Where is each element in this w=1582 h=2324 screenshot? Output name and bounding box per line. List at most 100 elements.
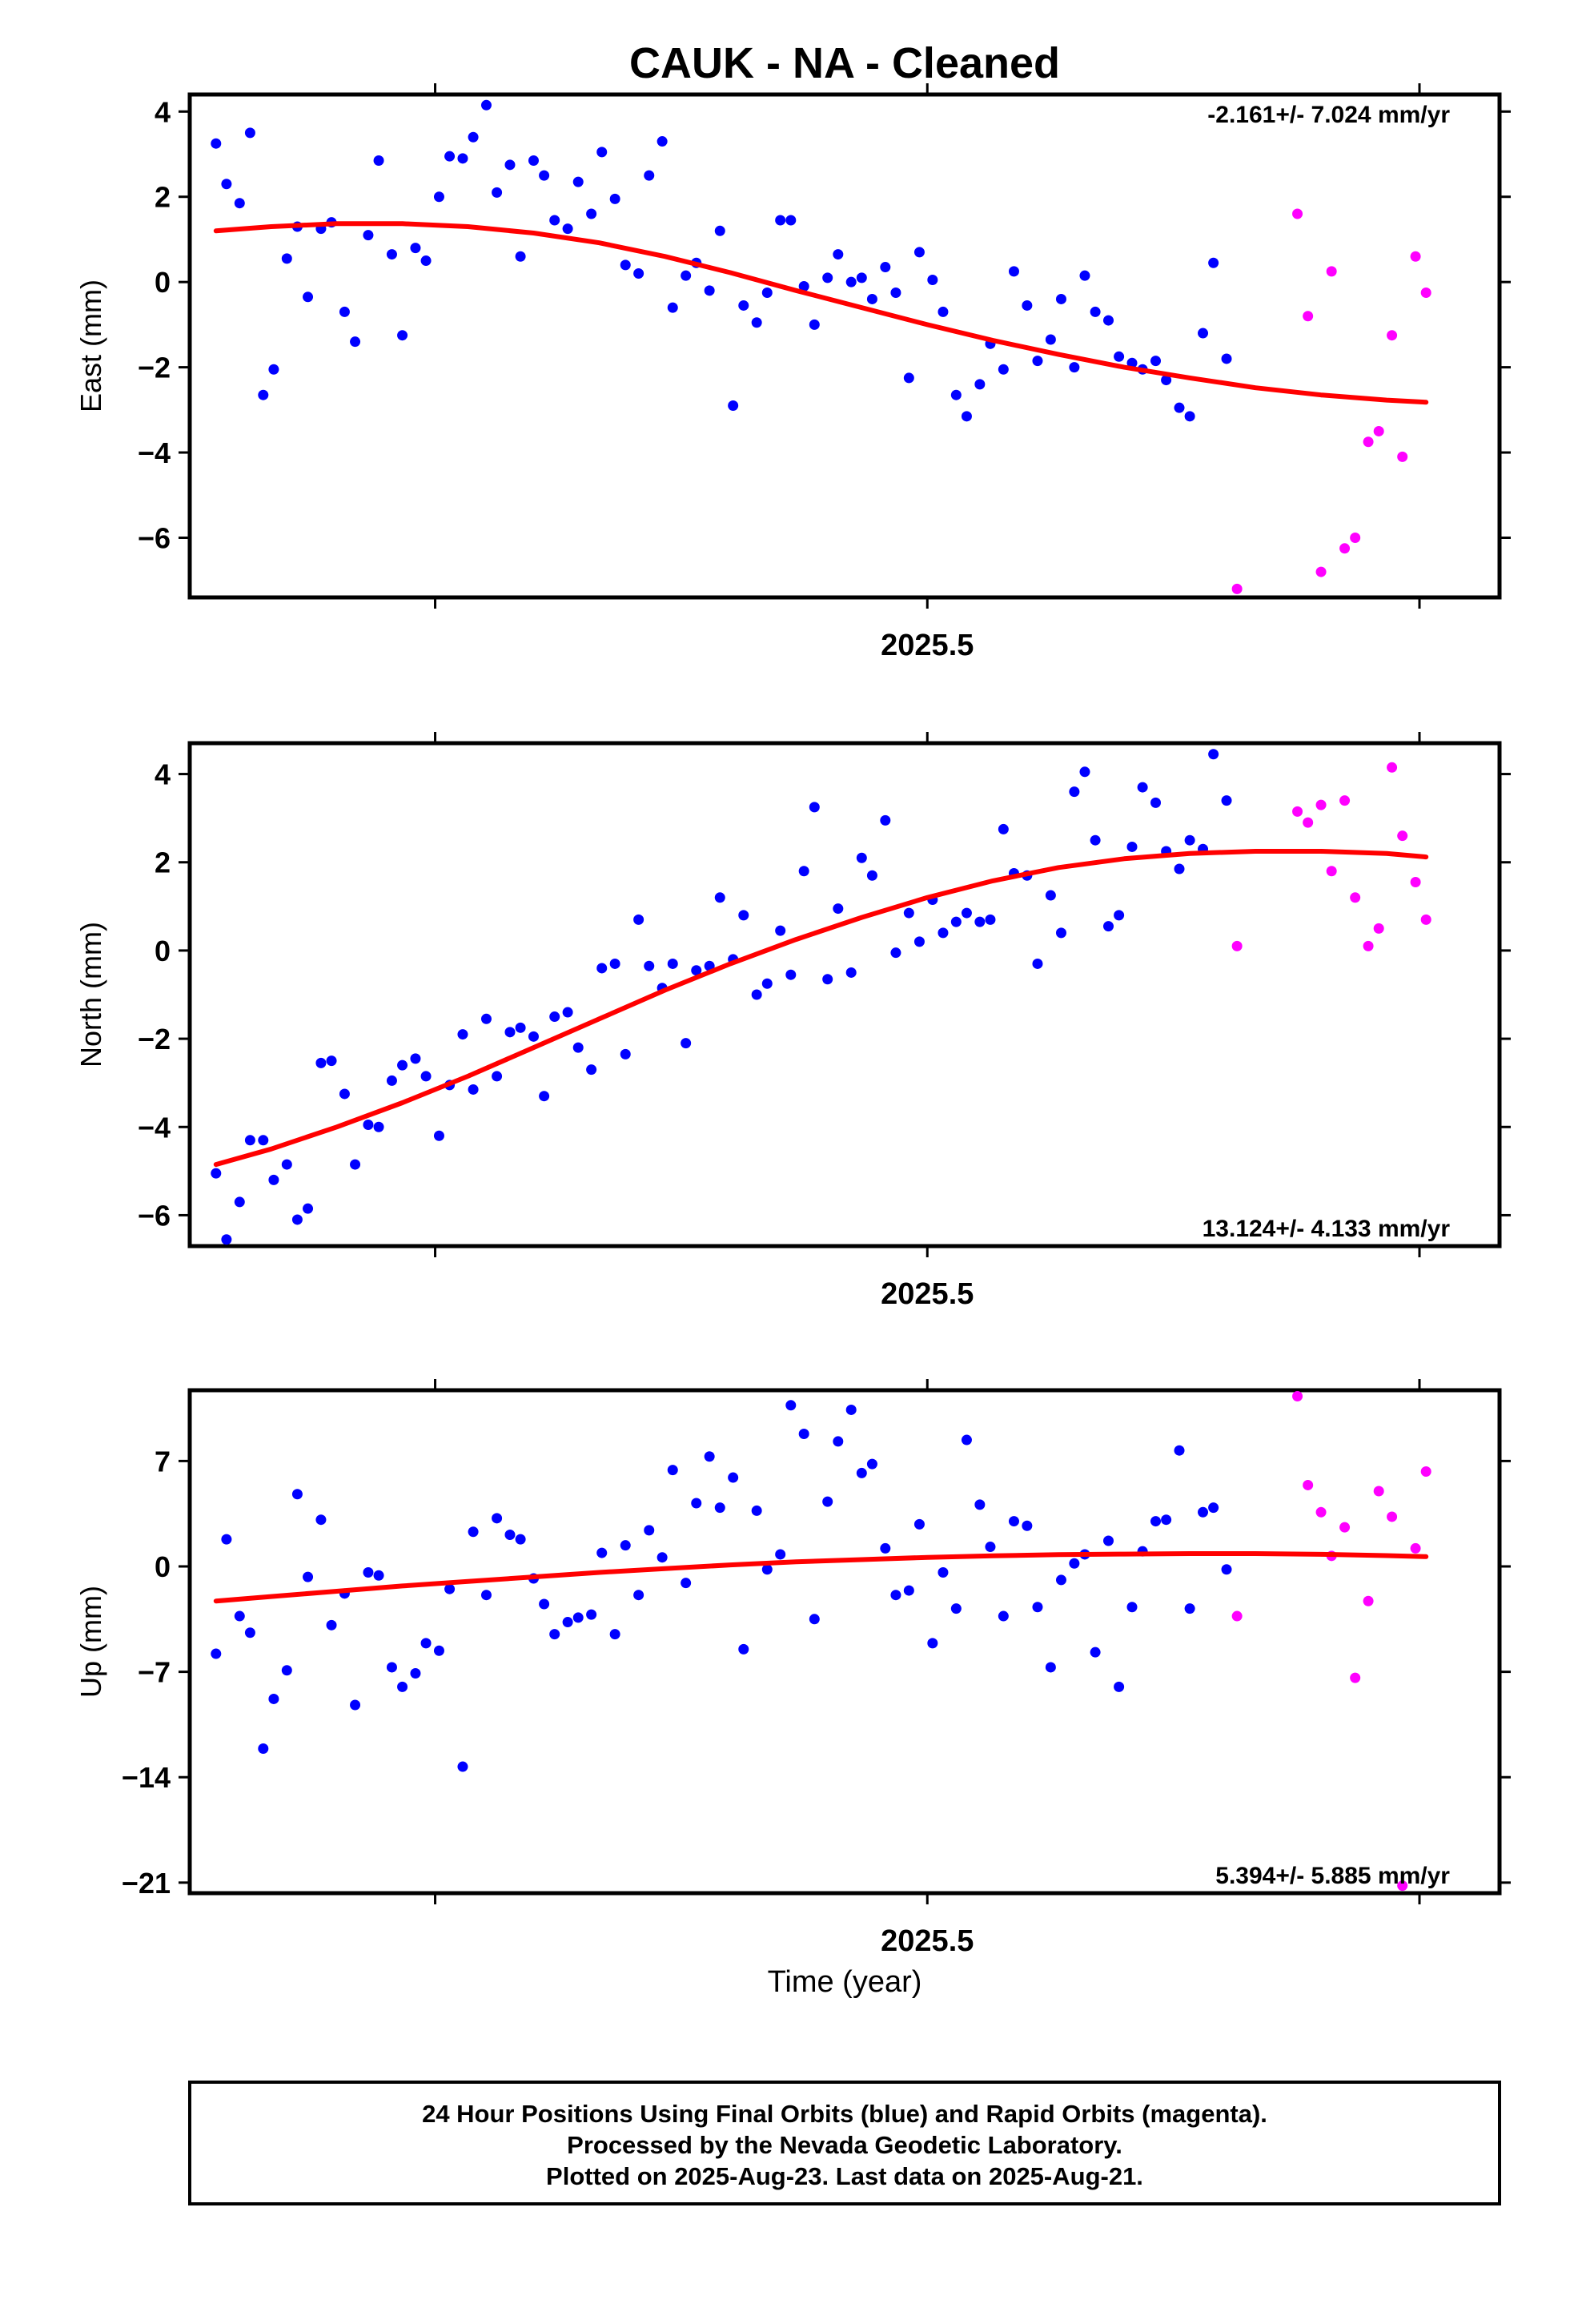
up-ytick-label: −21 [122, 1867, 171, 1900]
up-final-point [457, 1761, 468, 1772]
north-xtick-label: 2025.5 [881, 1277, 974, 1311]
north-final-point [866, 870, 877, 881]
east-final-point [1221, 353, 1232, 364]
east-final-point [1126, 357, 1138, 368]
up-final-point [798, 1429, 809, 1440]
up-final-point [856, 1467, 867, 1478]
north-final-point [221, 1234, 232, 1245]
north-final-point [856, 852, 867, 863]
north-final-point [1079, 766, 1090, 778]
up-final-point [998, 1610, 1009, 1622]
up-final-point [410, 1667, 421, 1679]
north-final-point [492, 1071, 503, 1082]
up-final-point [728, 1472, 739, 1483]
up-final-point [620, 1540, 631, 1551]
up-final-point [1102, 1535, 1114, 1546]
north-fit-curve [213, 849, 1429, 1168]
east-final-point [586, 208, 597, 219]
up-final-point [667, 1465, 678, 1476]
up-final-point [1174, 1445, 1185, 1456]
north-rapid-point [1292, 806, 1303, 817]
up-xtick-label: 2025.5 [881, 1924, 974, 1958]
north-final-point [1045, 890, 1056, 901]
north-final-point [234, 1196, 245, 1208]
up-final-point [234, 1610, 245, 1622]
up-rapid-point [1397, 1880, 1408, 1892]
north-final-point [950, 916, 962, 927]
up-plot-area [211, 1391, 1431, 1892]
east-final-point [258, 389, 269, 400]
east-final-point [833, 249, 844, 260]
east-final-point [572, 176, 584, 187]
east-final-point [667, 302, 678, 313]
east-final-point [785, 215, 797, 226]
north-final-point [822, 974, 833, 985]
east-final-point [1102, 315, 1114, 326]
east-final-point [890, 287, 901, 298]
north-plot-frame [187, 741, 1502, 1248]
north-final-point [609, 958, 620, 969]
north-ytick-label: −4 [138, 1111, 171, 1144]
north-final-point [433, 1130, 444, 1141]
up-final-point [913, 1518, 925, 1530]
north-final-point [633, 914, 644, 925]
up-final-point [350, 1699, 361, 1711]
east-final-point [1150, 356, 1162, 367]
east-final-point [492, 187, 503, 198]
east-final-point [822, 272, 833, 283]
north-final-point [572, 1042, 584, 1053]
east-final-point [704, 285, 715, 296]
east-final-point [866, 293, 877, 304]
up-final-point [1032, 1602, 1043, 1613]
east-final-point [480, 99, 492, 111]
north-final-point [890, 947, 901, 959]
east-final-point [714, 225, 725, 236]
footer-frame [188, 2081, 1501, 2205]
east-final-point [809, 319, 820, 330]
up-final-point [785, 1400, 797, 1411]
north-ytick-label: 2 [155, 846, 171, 879]
footer-line-plotted: Plotted on 2025-Aug-23. Last data on 202… [546, 2162, 1143, 2190]
up-final-point [950, 1603, 962, 1614]
north-rapid-point [1339, 795, 1351, 806]
north-final-point [985, 914, 996, 925]
north-final-point [620, 1048, 631, 1059]
up-final-point [326, 1619, 337, 1630]
north-rapid-point [1326, 866, 1337, 877]
east-final-point [1208, 257, 1219, 268]
east-final-point [244, 127, 255, 139]
up-final-point [433, 1645, 444, 1656]
east-final-point [457, 153, 468, 164]
north-ylabel: North (mm) [74, 922, 107, 1068]
up-final-point [1198, 1506, 1209, 1518]
east-final-point [596, 147, 608, 158]
up-final-point [1008, 1516, 1019, 1527]
east-final-point [974, 379, 986, 390]
up-final-point [890, 1590, 901, 1601]
up-final-point [1126, 1602, 1138, 1613]
east-rate-label: -2.161+/- 7.024 mm/yr [1207, 102, 1450, 128]
north-final-point [974, 916, 986, 927]
up-final-point [221, 1534, 232, 1545]
up-final-point [211, 1648, 222, 1659]
up-final-point [609, 1629, 620, 1640]
east-final-point [504, 159, 516, 171]
east-final-point [397, 330, 408, 341]
east-final-point [1079, 270, 1090, 281]
up-final-point [1090, 1647, 1101, 1658]
up-final-point [444, 1583, 456, 1594]
north-final-point [845, 967, 857, 978]
up-rate-label: 5.394+/- 5.885 mm/yr [1215, 1863, 1450, 1889]
east-final-point [1198, 328, 1209, 339]
north-final-point [339, 1088, 350, 1100]
east-final-point [1069, 362, 1080, 373]
east-final-point [211, 138, 222, 149]
up-final-point [681, 1578, 692, 1589]
up-fit-curve [213, 1551, 1429, 1604]
north-final-point [809, 802, 820, 813]
east-final-point [845, 276, 857, 287]
east-final-point [221, 179, 232, 190]
up-rapid-point [1350, 1672, 1361, 1683]
east-final-point [961, 411, 972, 422]
